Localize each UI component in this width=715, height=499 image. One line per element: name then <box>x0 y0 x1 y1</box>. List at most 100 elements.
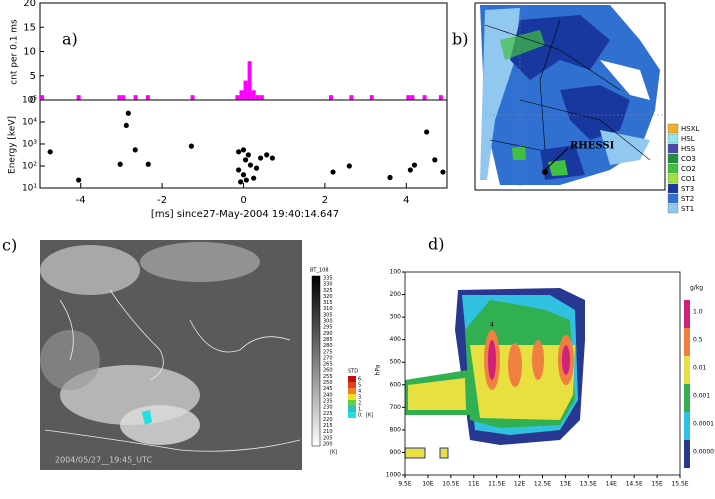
legend-label: ST1 <box>681 205 694 213</box>
timestamp: 2004/05/27__19:45_UTC <box>55 456 152 465</box>
x-axis-label: [ms] since27-May-2004 19:40:14.647 <box>151 209 339 220</box>
colorbar-tick-label: 1.0 <box>693 309 703 316</box>
legend-label: HSS <box>681 145 696 153</box>
y-tick-label: 10⁴ <box>22 118 37 128</box>
y-tick-label: 900 <box>390 449 402 456</box>
y-tick-label: 400 <box>390 336 402 343</box>
colorbar-tick-label: 0. <box>358 413 363 419</box>
point <box>253 165 260 171</box>
x-tick-label: 14E <box>606 481 618 488</box>
point <box>346 163 352 169</box>
bar <box>243 80 248 100</box>
bar <box>410 95 415 100</box>
legend-swatch <box>667 123 679 134</box>
point <box>76 177 82 183</box>
point <box>47 149 53 155</box>
bar <box>406 95 411 100</box>
y-tick-label: 600 <box>390 381 402 388</box>
point <box>411 162 418 168</box>
point <box>269 155 275 161</box>
colorbar-tick-label: 3. <box>358 395 363 401</box>
x-tick-label: -2 <box>157 195 167 206</box>
colorbar-tick-label: 215 <box>323 423 333 429</box>
point <box>123 122 129 129</box>
x-tick-label: 13.5E <box>580 481 597 488</box>
colorbar-tick-label: 295 <box>323 325 333 331</box>
bar <box>438 95 443 100</box>
point <box>432 157 438 163</box>
x-tick-label: 15.5E <box>671 481 688 488</box>
bar <box>235 95 240 100</box>
colorbar-tick-label: 240 <box>323 392 333 398</box>
bar <box>190 95 195 100</box>
y-tick-label: 5 <box>30 71 36 82</box>
y-tick-label: 10¹ <box>22 184 37 194</box>
satellite-image <box>40 240 321 470</box>
colorbar-tick-label: 5. <box>358 383 363 389</box>
colorbar-unit: [K] <box>366 413 373 419</box>
x-tick-label: 9.5E <box>398 481 412 488</box>
colorbar-swatch <box>348 406 356 412</box>
colorbar-tick-label: 270 <box>323 355 333 361</box>
colorbar-tick-label: 0.00001 <box>693 449 715 456</box>
panel-label: c) <box>2 236 17 255</box>
point <box>245 152 251 158</box>
panel-label: a) <box>62 30 78 49</box>
panel-label: d) <box>428 235 444 254</box>
y-tick-label: 500 <box>390 359 402 366</box>
colorbar-tick-label: 250 <box>323 380 333 386</box>
colorbar-tick-label: 210 <box>323 429 333 435</box>
y-tick-label: 15 <box>23 22 36 33</box>
y-tick-label: 0 <box>30 95 36 106</box>
colorbar-tick-label: 0.01 <box>693 365 707 372</box>
annotation: RHESSI <box>570 141 615 152</box>
bar <box>145 95 150 100</box>
annotation: 4 <box>490 322 494 329</box>
point <box>424 129 430 135</box>
point <box>387 174 393 181</box>
colorbar-tick-label: 220 <box>323 417 333 423</box>
legend-label: CO3 <box>681 155 696 163</box>
bar <box>251 90 256 100</box>
colorbar-tick-label: 265 <box>323 362 333 368</box>
colorbar-tick-label: 260 <box>323 368 333 374</box>
bar <box>329 95 334 100</box>
point <box>251 175 257 181</box>
legend-swatch <box>667 173 679 184</box>
point <box>238 179 244 185</box>
legend-swatch <box>667 133 679 144</box>
bar <box>133 95 138 100</box>
y-tick-label: 1000 <box>386 472 401 479</box>
colorbar-swatch <box>348 388 356 394</box>
legend-swatch <box>667 143 679 154</box>
legend-label: CO1 <box>681 175 696 183</box>
colorbar-tick-label: 280 <box>323 343 333 349</box>
y-tick-label: 300 <box>390 314 402 321</box>
colorbar-swatch <box>348 394 356 400</box>
x-tick-label: 15E <box>651 481 663 488</box>
point <box>242 157 249 163</box>
x-tick-label: 10E <box>422 481 434 488</box>
legend-swatch <box>667 183 679 194</box>
colorbar-tick-label: 200 <box>323 442 333 448</box>
colorbar-tick-label: 320 <box>323 294 333 300</box>
point <box>247 162 254 168</box>
colorbar-tick-label: 235 <box>323 398 333 404</box>
y-tick-label: 700 <box>390 404 402 411</box>
colorbar-tick-label: 6. <box>358 377 363 383</box>
bar <box>369 95 374 100</box>
point <box>407 167 413 173</box>
y-tick-label: 800 <box>390 426 402 433</box>
colorbar-tick-label: 225 <box>323 411 333 417</box>
colorbar-tick-label: 330 <box>323 282 333 288</box>
colorbar-tick-label: 335 <box>323 276 333 282</box>
x-tick-label: 2 <box>322 195 328 206</box>
x-tick-label: 13E <box>560 481 572 488</box>
bar <box>121 95 126 100</box>
colorbar-tick-label: 315 <box>323 300 333 306</box>
colorbar-tick-label: 305 <box>323 312 333 318</box>
y-tick-label: 200 <box>390 291 402 298</box>
x-tick-label: 4 <box>403 195 409 206</box>
x-tick-label: 10.5E <box>442 481 459 488</box>
